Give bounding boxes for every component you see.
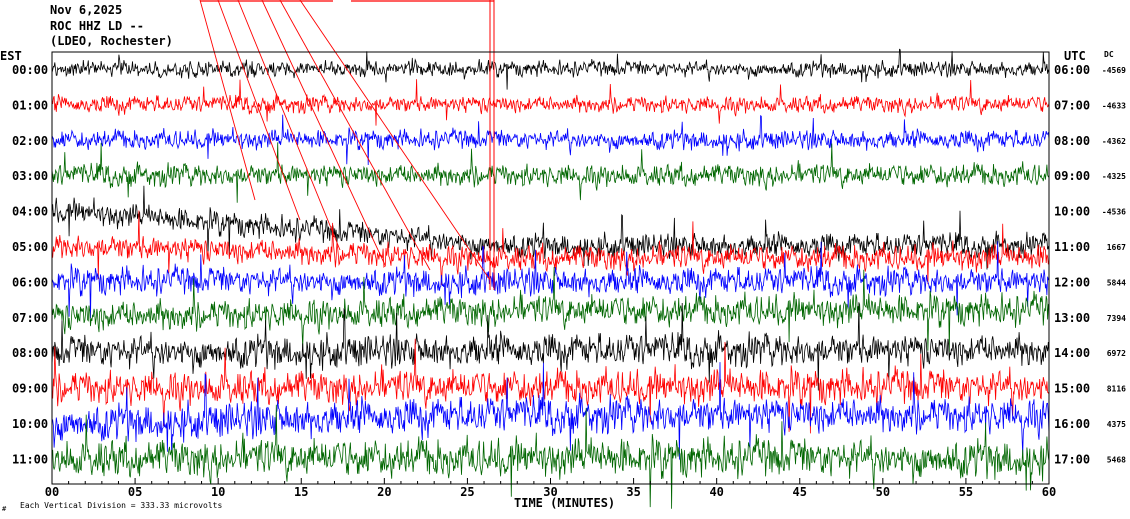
dc-offset-label: 8116 <box>1107 385 1126 394</box>
utc-hour-labels: 06:00 07:00 08:00 09:00 10:00 11:00 12:00 13:00… <box>1054 63 1090 466</box>
x-tick-label: 60 <box>1042 485 1056 499</box>
utc-hour-label: 12:00 <box>1054 275 1090 289</box>
utc-hour-label: 13:00 <box>1054 311 1090 325</box>
est-hour-label: 04:00 <box>12 205 48 219</box>
transient-line <box>279 0 431 271</box>
trace-row-04:00 <box>51 185 1050 270</box>
x-axis-title: TIME (MINUTES) <box>514 496 615 510</box>
x-tick-label: 55 <box>959 485 973 499</box>
x-tick-label: 15 <box>294 485 308 499</box>
dc-offset-label: -4362 <box>1102 137 1126 146</box>
est-hour-label: 03:00 <box>12 169 48 183</box>
trace-row-11:00 <box>51 404 1050 509</box>
corner-mark: # <box>2 505 7 513</box>
dc-offset-label: 5844 <box>1107 278 1126 287</box>
dc-offset-label: -4325 <box>1102 172 1126 181</box>
utc-hour-label: 08:00 <box>1054 134 1090 148</box>
utc-hour-label: 14:00 <box>1054 346 1090 360</box>
est-hour-label: 07:00 <box>12 311 48 325</box>
dc-column-header: DC <box>1104 50 1114 59</box>
station-code: ROC HHZ LD -- <box>50 19 144 33</box>
x-tick-label: 20 <box>377 485 391 499</box>
est-hour-label: 05:00 <box>12 240 48 254</box>
est-hour-label: 02:00 <box>12 134 48 148</box>
x-tick-label: 45 <box>793 485 807 499</box>
scale-note: Each Vertical Division = 333.33 microvol… <box>20 501 222 510</box>
x-tick-label: 30 <box>543 485 557 499</box>
est-hour-labels: 00:00 01:00 02:00 03:00 04:00 05:00 06:00 07:00… <box>12 63 48 466</box>
transient-line <box>299 0 491 281</box>
est-axis-label: EST <box>0 49 22 63</box>
minute-tick-labels: 00 05 10 15 20 25 30 35 40 45 50 55 60 <box>45 485 1056 499</box>
x-tick-label: 40 <box>709 485 723 499</box>
dc-offset-label: -4536 <box>1102 208 1126 217</box>
x-tick-label: 25 <box>460 485 474 499</box>
est-hour-label: 06:00 <box>12 275 48 289</box>
network-name: (LDEO, Rochester) <box>50 34 173 48</box>
trace-row-09:00 <box>51 338 1050 434</box>
x-tick-label: 35 <box>626 485 640 499</box>
x-tick-label: 10 <box>211 485 225 499</box>
trace-row-08:00 <box>51 302 1050 391</box>
x-tick-label: 00 <box>45 485 59 499</box>
transient-line <box>237 0 341 251</box>
dc-offset-label: 5468 <box>1107 455 1126 464</box>
utc-hour-label: 15:00 <box>1054 382 1090 396</box>
seismic-traces <box>51 0 1050 509</box>
dc-offset-label: 7394 <box>1107 314 1126 323</box>
est-hour-label: 09:00 <box>12 382 48 396</box>
est-hour-label: 00:00 <box>12 63 48 77</box>
trace-row-05:00 <box>51 210 1050 286</box>
trace-row-02:00 <box>51 114 1050 166</box>
x-tick-label: 05 <box>128 485 142 499</box>
transient-line <box>199 0 256 201</box>
transient-line <box>217 0 301 221</box>
trace-row-00:00 <box>51 48 1050 90</box>
trace-row-07:00 <box>51 266 1050 353</box>
utc-hour-label: 10:00 <box>1054 205 1090 219</box>
utc-hour-label: 11:00 <box>1054 240 1090 254</box>
utc-axis-label: UTC <box>1064 49 1086 63</box>
dc-offset-label: 4375 <box>1107 420 1126 429</box>
dc-offset-label: 1667 <box>1107 243 1126 252</box>
dc-offset-label: -4633 <box>1102 101 1126 110</box>
trace-row-10:00 <box>51 362 1050 460</box>
est-hour-label: 08:00 <box>12 346 48 360</box>
dc-offset-labels: -4569 -4633 -4362 -4325 -4536 1667 5844 7394 697… <box>1102 66 1126 464</box>
dc-offset-label: 6972 <box>1107 349 1126 358</box>
plot-frame <box>51 51 1050 485</box>
trace-row-06:00 <box>51 241 1050 319</box>
x-tick-label: 50 <box>876 485 890 499</box>
utc-hour-label: 07:00 <box>1054 98 1090 112</box>
utc-hour-label: 16:00 <box>1054 417 1090 431</box>
dc-offset-label: -4569 <box>1102 66 1126 75</box>
plot-date: Nov 6,2025 <box>50 3 123 17</box>
est-hour-label: 11:00 <box>12 452 48 466</box>
trace-row-01:00 <box>51 79 1050 126</box>
transient-line <box>261 0 386 266</box>
utc-hour-label: 09:00 <box>1054 169 1090 183</box>
trace-row-03:00 <box>51 142 1050 203</box>
utc-hour-label: 17:00 <box>1054 452 1090 466</box>
est-hour-label: 01:00 <box>12 98 48 112</box>
utc-hour-label: 06:00 <box>1054 63 1090 77</box>
est-hour-label: 10:00 <box>12 417 48 431</box>
